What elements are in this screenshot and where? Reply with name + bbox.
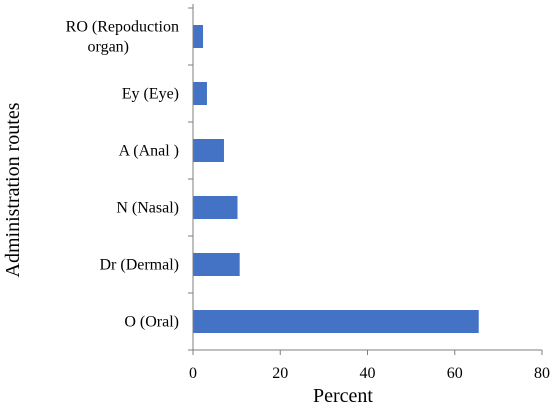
axes-layer xyxy=(188,4,543,355)
x-tick-label-4: 80 xyxy=(534,365,550,382)
bar-3 xyxy=(193,139,224,162)
category-label-3: A (Anal ) xyxy=(119,143,179,160)
category-label-0: O (Oral) xyxy=(124,314,179,331)
x-tick-label-1: 20 xyxy=(272,365,288,382)
bar-4 xyxy=(193,82,207,105)
bar-5 xyxy=(193,25,204,48)
bars-layer xyxy=(193,25,479,333)
x-tick-label-0: 0 xyxy=(189,365,197,382)
labels-layer: O (Oral) Dr (Dermal) N (Nasal) A (Anal ) Ey … xyxy=(66,19,550,383)
x-axis-title: Percent xyxy=(313,385,373,407)
bar-1 xyxy=(193,253,240,276)
x-tick-label-2: 40 xyxy=(360,365,376,382)
bar-2 xyxy=(193,196,238,219)
y-axis-title: Administration routes xyxy=(2,102,24,277)
category-label-5: RO (Repoduction organ) xyxy=(66,19,179,56)
category-label-2: N (Nasal) xyxy=(116,200,179,217)
category-label-4: Ey (Eye) xyxy=(122,86,179,103)
category-label-1: Dr (Dermal) xyxy=(99,257,179,274)
bar-0 xyxy=(193,310,479,333)
x-tick-label-3: 60 xyxy=(447,365,463,382)
